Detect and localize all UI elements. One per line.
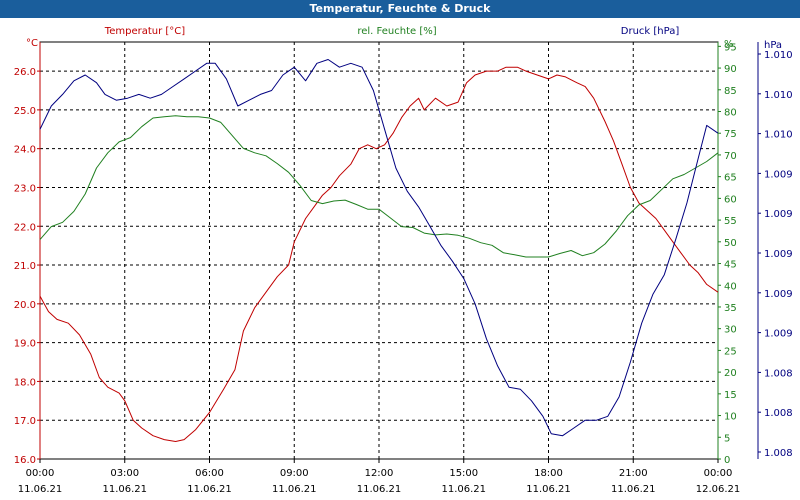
x-tick-time: 21:00 — [619, 468, 648, 479]
x-tick-time: 00:00 — [704, 468, 733, 479]
x-tick-date: 11.06.21 — [357, 484, 402, 495]
temp-tick-label: 17.0 — [14, 416, 36, 427]
hum-tick-label: 35 — [724, 303, 737, 314]
pressure-series-line — [39, 59, 719, 437]
hum-tick-label: 45 — [724, 260, 737, 271]
temp-tick-label: 22.0 — [14, 222, 36, 233]
hum-tick-label: 20 — [724, 368, 737, 379]
hum-tick-label: 10 — [724, 412, 737, 423]
x-tick-time: 12:00 — [365, 468, 394, 479]
x-tick-date: 11.06.21 — [18, 484, 63, 495]
press-tick-label: 1.009 — [764, 209, 793, 220]
press-tick-label: 1.010 — [764, 50, 793, 61]
hum-tick-label: 25 — [724, 346, 737, 357]
press-tick-label: 1.009 — [764, 329, 793, 340]
press-tick-label: 1.008 — [764, 408, 793, 419]
x-tick-date: 11.06.21 — [441, 484, 486, 495]
press-axis-unit: hPa — [764, 40, 782, 51]
x-tick-time: 09:00 — [280, 468, 309, 479]
hum-tick-label: 85 — [724, 86, 737, 97]
hum-tick-label: 30 — [724, 325, 737, 336]
hum-tick-label: 65 — [724, 173, 737, 184]
chart-title: Temperatur, Feuchte & Druck — [0, 0, 800, 18]
temp-tick-label: 25.0 — [14, 106, 36, 117]
temp-tick-label: 18.0 — [14, 377, 36, 388]
x-tick-date: 11.06.21 — [611, 484, 656, 495]
press-tick-label: 1.009 — [764, 249, 793, 260]
temp-tick-label: 16.0 — [14, 455, 36, 466]
x-tick-date: 12.06.21 — [696, 484, 741, 495]
x-tick-time: 15:00 — [449, 468, 478, 479]
x-tick-time: 00:00 — [26, 468, 55, 479]
hum-tick-label: 90 — [724, 64, 737, 75]
press-tick-label: 1.009 — [764, 289, 793, 300]
press-tick-label: 1.010 — [764, 90, 793, 101]
humidity-series-line — [39, 115, 719, 258]
legend-temperature: Temperatur [°C] — [104, 26, 185, 37]
press-tick-label: 1.008 — [764, 368, 793, 379]
x-tick-date: 11.06.21 — [187, 484, 232, 495]
hum-tick-label: 55 — [724, 216, 737, 227]
chart-canvas: 16.0 17.0 18.0 19.0 20.0 21.0 22.0 23.0 24.0 25.0… — [14, 26, 793, 495]
press-tick-label: 1.009 — [764, 169, 793, 180]
legend-pressure: Druck [hPa] — [621, 26, 680, 37]
hum-tick-label: 60 — [724, 194, 737, 205]
temp-tick-label: 26.0 — [14, 67, 36, 78]
x-tick-date: 11.06.21 — [272, 484, 317, 495]
temp-axis-unit: °C — [26, 38, 38, 49]
hum-tick-label: 5 — [724, 433, 730, 444]
temperature-series-line — [39, 66, 719, 442]
x-tick-time: 06:00 — [195, 468, 224, 479]
x-tick-time: 03:00 — [110, 468, 139, 479]
temp-tick-label: 19.0 — [14, 339, 36, 350]
hum-tick-label: 75 — [724, 129, 737, 140]
press-tick-label: 1.010 — [764, 130, 793, 141]
hum-tick-label: 80 — [724, 108, 737, 119]
legend-humidity: rel. Feuchte [%] — [357, 26, 436, 37]
hum-tick-label: 40 — [724, 281, 737, 292]
hum-tick-label: 15 — [724, 390, 737, 401]
x-tick-date: 11.06.21 — [526, 484, 571, 495]
temp-tick-label: 24.0 — [14, 145, 36, 156]
hum-axis-unit: % — [724, 39, 734, 50]
temp-tick-label: 23.0 — [14, 183, 36, 194]
x-tick-time: 18:00 — [534, 468, 563, 479]
hum-tick-label: 95 — [724, 42, 737, 53]
hum-tick-label: 70 — [724, 151, 737, 162]
press-tick-label: 1.008 — [764, 448, 793, 459]
temp-tick-label: 21.0 — [14, 261, 36, 272]
hum-tick-label: 50 — [724, 238, 737, 249]
temp-tick-label: 20.0 — [14, 300, 36, 311]
x-tick-date: 11.06.21 — [102, 484, 147, 495]
hum-tick-label: 0 — [724, 455, 730, 466]
